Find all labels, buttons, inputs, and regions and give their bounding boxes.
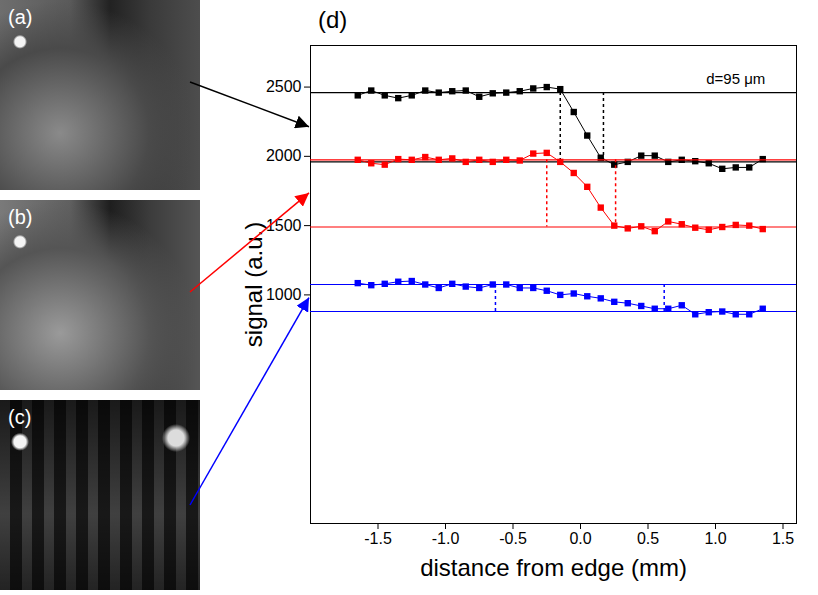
svg-text:distance from edge (mm): distance from edge (mm) [420,554,687,581]
svg-text:d=95 μm: d=95 μm [706,70,765,87]
html-text:(a): (a) [8,6,33,28]
html-text:(b): (b) [8,206,33,228]
svg-text:-1.0: -1.0 [432,530,460,547]
svg-text:1500: 1500 [266,217,302,234]
svg-text:-1.5: -1.5 [364,530,392,547]
html-text:(c): (c) [8,406,32,428]
svg-text:0.0: 0.0 [569,530,591,547]
svg-text:1000: 1000 [266,286,302,303]
html-text:(d): (d) [318,6,348,33]
svg-text:2000: 2000 [266,147,302,164]
svg-text:signal (a.u.): signal (a.u.) [240,222,267,347]
svg-text:1.0: 1.0 [704,530,726,547]
svg-text:0.5: 0.5 [637,530,659,547]
svg-text:2500: 2500 [266,78,302,95]
svg-text:1.5: 1.5 [772,530,794,547]
svg-text:-0.5: -0.5 [499,530,527,547]
